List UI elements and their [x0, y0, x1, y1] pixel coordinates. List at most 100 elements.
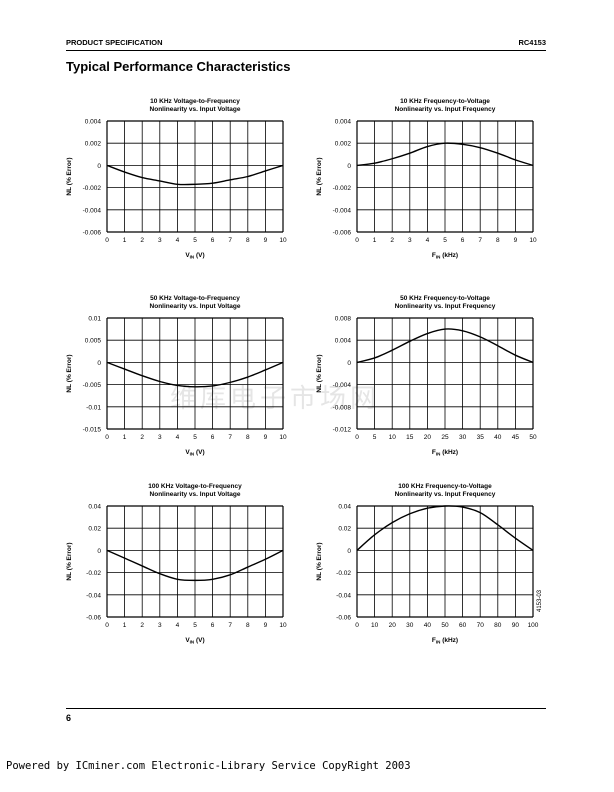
x-tick-label: 0 — [105, 622, 109, 629]
x-tick-label: 70 — [477, 622, 485, 629]
x-tick-label: 4 — [176, 237, 180, 244]
x-tick-label: 2 — [140, 237, 144, 244]
figure-id: 4153-03 — [537, 589, 543, 612]
y-tick-label: -0.02 — [336, 570, 351, 577]
y-tick-label: 0.002 — [85, 141, 102, 148]
chart-4: 50 KHz Frequency-to-VoltageNonlinearity … — [316, 295, 537, 457]
watermark: 维库电子市场网 — [170, 384, 381, 414]
y-axis-label: NL (% Error) — [316, 354, 323, 392]
y-tick-label: 0 — [347, 548, 351, 555]
y-tick-label: -0.002 — [83, 185, 102, 192]
x-axis-label: VIN (V) — [185, 252, 204, 260]
x-axis-label-main: F — [432, 252, 436, 259]
x-tick-label: 5 — [193, 622, 197, 629]
y-tick-label: 0.004 — [335, 338, 352, 345]
x-axis-label-sub: IN — [436, 452, 441, 457]
y-tick-label: -0.004 — [333, 382, 352, 389]
x-tick-label: 9 — [264, 434, 268, 441]
x-axis-label-main: V — [185, 637, 190, 644]
x-tick-label: 5 — [193, 237, 197, 244]
x-tick-label: 0 — [355, 622, 359, 629]
y-tick-label: -0.04 — [86, 592, 101, 599]
y-tick-label: 0.005 — [85, 338, 102, 345]
x-tick-label: 5 — [193, 434, 197, 441]
x-axis-label: FIN (kHz) — [432, 449, 458, 457]
series-line — [356, 142, 534, 167]
x-tick-label: 20 — [424, 434, 432, 441]
y-tick-label: 0.008 — [335, 316, 352, 323]
x-tick-label: 5 — [373, 434, 377, 441]
chart-1: 10 KHz Voltage-to-FrequencyNonlinearity … — [66, 98, 287, 260]
x-tick-label: 10 — [371, 622, 379, 629]
x-tick-label: 2 — [140, 434, 144, 441]
x-tick-label: 3 — [158, 434, 162, 441]
x-axis-label-unit: (kHz) — [440, 449, 458, 456]
x-tick-label: 4 — [426, 237, 430, 244]
y-tick-label: -0.005 — [83, 382, 102, 389]
x-tick-label: 6 — [211, 622, 215, 629]
x-tick-label: 4 — [176, 622, 180, 629]
x-tick-label: 7 — [228, 434, 232, 441]
chart-title-line: 50 KHz Voltage-to-Frequency — [150, 295, 240, 302]
x-axis-label-unit: (V) — [194, 252, 204, 259]
series-line — [106, 549, 284, 582]
x-tick-label: 7 — [478, 237, 482, 244]
y-tick-label: 0 — [97, 360, 101, 367]
y-tick-label: -0.006 — [333, 230, 352, 237]
x-tick-label: 9 — [514, 237, 518, 244]
x-tick-label: 9 — [264, 237, 268, 244]
x-tick-label: 3 — [408, 237, 412, 244]
y-tick-label: 0.004 — [335, 119, 352, 126]
footer-rule — [66, 708, 546, 709]
series-line — [356, 328, 534, 364]
chart-title-line: Nonlinearity vs. Input Frequency — [395, 303, 496, 310]
x-tick-label: 2 — [140, 622, 144, 629]
x-tick-label: 1 — [373, 237, 377, 244]
y-tick-label: 0 — [97, 163, 101, 170]
y-tick-label: -0.004 — [83, 207, 102, 214]
y-tick-label: -0.004 — [333, 207, 352, 214]
x-axis-label-main: V — [185, 449, 190, 456]
chart-2: 10 KHz Frequency-to-VoltageNonlinearity … — [316, 98, 537, 260]
x-axis-label: FIN (kHz) — [432, 252, 458, 260]
x-tick-label: 3 — [158, 622, 162, 629]
y-tick-label: -0.008 — [333, 404, 352, 411]
x-axis-label-sub: IN — [190, 640, 195, 645]
y-axis-label: NL (% Error) — [316, 157, 323, 195]
chart-title-line: 10 KHz Frequency-to-Voltage — [400, 98, 490, 105]
y-tick-label: 0.01 — [88, 316, 101, 323]
y-axis-label: NL (% Error) — [316, 542, 323, 580]
x-tick-label: 10 — [279, 434, 287, 441]
x-tick-label: 9 — [264, 622, 268, 629]
chart-title-line: Nonlinearity vs. Input Voltage — [150, 303, 241, 310]
y-tick-label: 0.002 — [335, 141, 352, 148]
y-tick-label: -0.06 — [86, 615, 101, 622]
x-tick-label: 90 — [512, 622, 520, 629]
x-axis-label-unit: (V) — [194, 449, 204, 456]
x-tick-label: 10 — [389, 434, 397, 441]
x-tick-label: 100 — [528, 622, 539, 629]
series-line — [106, 361, 284, 388]
page-number: 6 — [66, 713, 72, 723]
y-axis-label: NL (% Error) — [66, 542, 73, 580]
x-tick-label: 20 — [389, 622, 397, 629]
y-tick-label: 0 — [347, 360, 351, 367]
chart-title-line: 50 KHz Frequency-to-Voltage — [400, 295, 490, 302]
chart-title-line: Nonlinearity vs. Input Frequency — [395, 106, 496, 113]
chart-title-line: Nonlinearity vs. Input Voltage — [150, 491, 241, 498]
y-tick-label: -0.02 — [86, 570, 101, 577]
x-tick-label: 30 — [406, 622, 414, 629]
x-axis-label-sub: IN — [436, 640, 441, 645]
x-tick-label: 40 — [424, 622, 432, 629]
header-right: RC4153 — [518, 38, 546, 47]
chart-title-line: 10 KHz Voltage-to-Frequency — [150, 98, 240, 105]
y-tick-label: 0.004 — [85, 119, 102, 126]
x-tick-label: 6 — [211, 237, 215, 244]
x-axis-label-sub: IN — [190, 452, 195, 457]
x-tick-label: 30 — [459, 434, 467, 441]
x-tick-label: 6 — [461, 237, 465, 244]
x-tick-label: 35 — [477, 434, 485, 441]
chart-title-line: 100 KHz Frequency-to-Voltage — [398, 483, 492, 490]
x-tick-label: 25 — [441, 434, 449, 441]
